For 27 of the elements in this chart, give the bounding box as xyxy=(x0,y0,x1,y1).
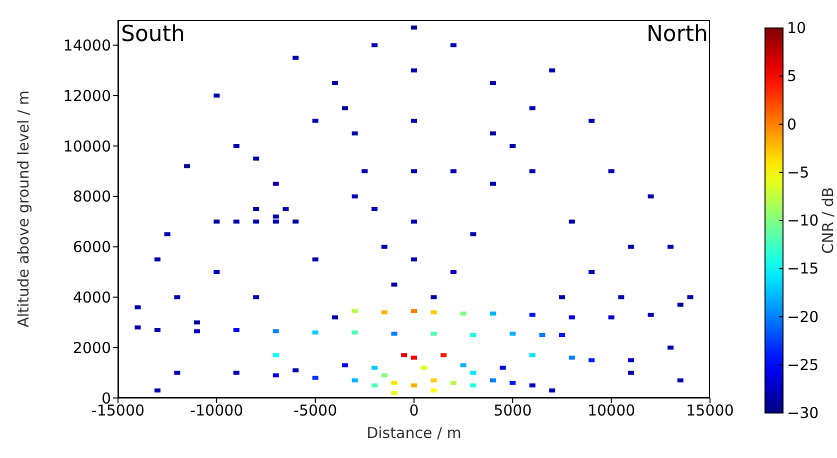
y-tick-label: 8000 xyxy=(72,188,111,206)
color-bar-label: 5 xyxy=(787,67,797,86)
color-bar-title: CNR / dB xyxy=(819,187,837,254)
color-bar-label: −25 xyxy=(787,356,819,374)
annotation: North xyxy=(646,22,708,47)
color-bar-label: −15 xyxy=(787,260,819,278)
x-tick-label: 10000 xyxy=(587,402,636,420)
x-tick-label: 15000 xyxy=(686,402,734,420)
y-tick-label: 14000 xyxy=(63,36,111,55)
x-tick-label: -5000 xyxy=(294,402,338,420)
y-tick-label: 6000 xyxy=(72,238,111,256)
y-tick-label: 2000 xyxy=(72,338,111,357)
color-bar-label: −10 xyxy=(787,212,819,230)
color-bar-label: −5 xyxy=(787,163,810,182)
color-bar-label: 0 xyxy=(787,115,797,134)
color-bar-label: −20 xyxy=(787,308,819,326)
annotation: South xyxy=(121,22,185,47)
color-bar-label: −30 xyxy=(787,404,819,422)
x-tick-label: -10000 xyxy=(190,402,244,420)
y-tick-label: 12000 xyxy=(63,86,111,105)
y-axis-title: Altitude above ground level / m xyxy=(14,90,32,328)
y-tick-label: 4000 xyxy=(72,288,111,307)
x-tick-label: 0 xyxy=(409,402,419,420)
y-tick-label: 10000 xyxy=(63,137,111,156)
x-tick-label: 5000 xyxy=(494,402,532,420)
color-bar-label: 10 xyxy=(787,19,806,37)
x-axis-title: Distance / m xyxy=(366,424,462,442)
